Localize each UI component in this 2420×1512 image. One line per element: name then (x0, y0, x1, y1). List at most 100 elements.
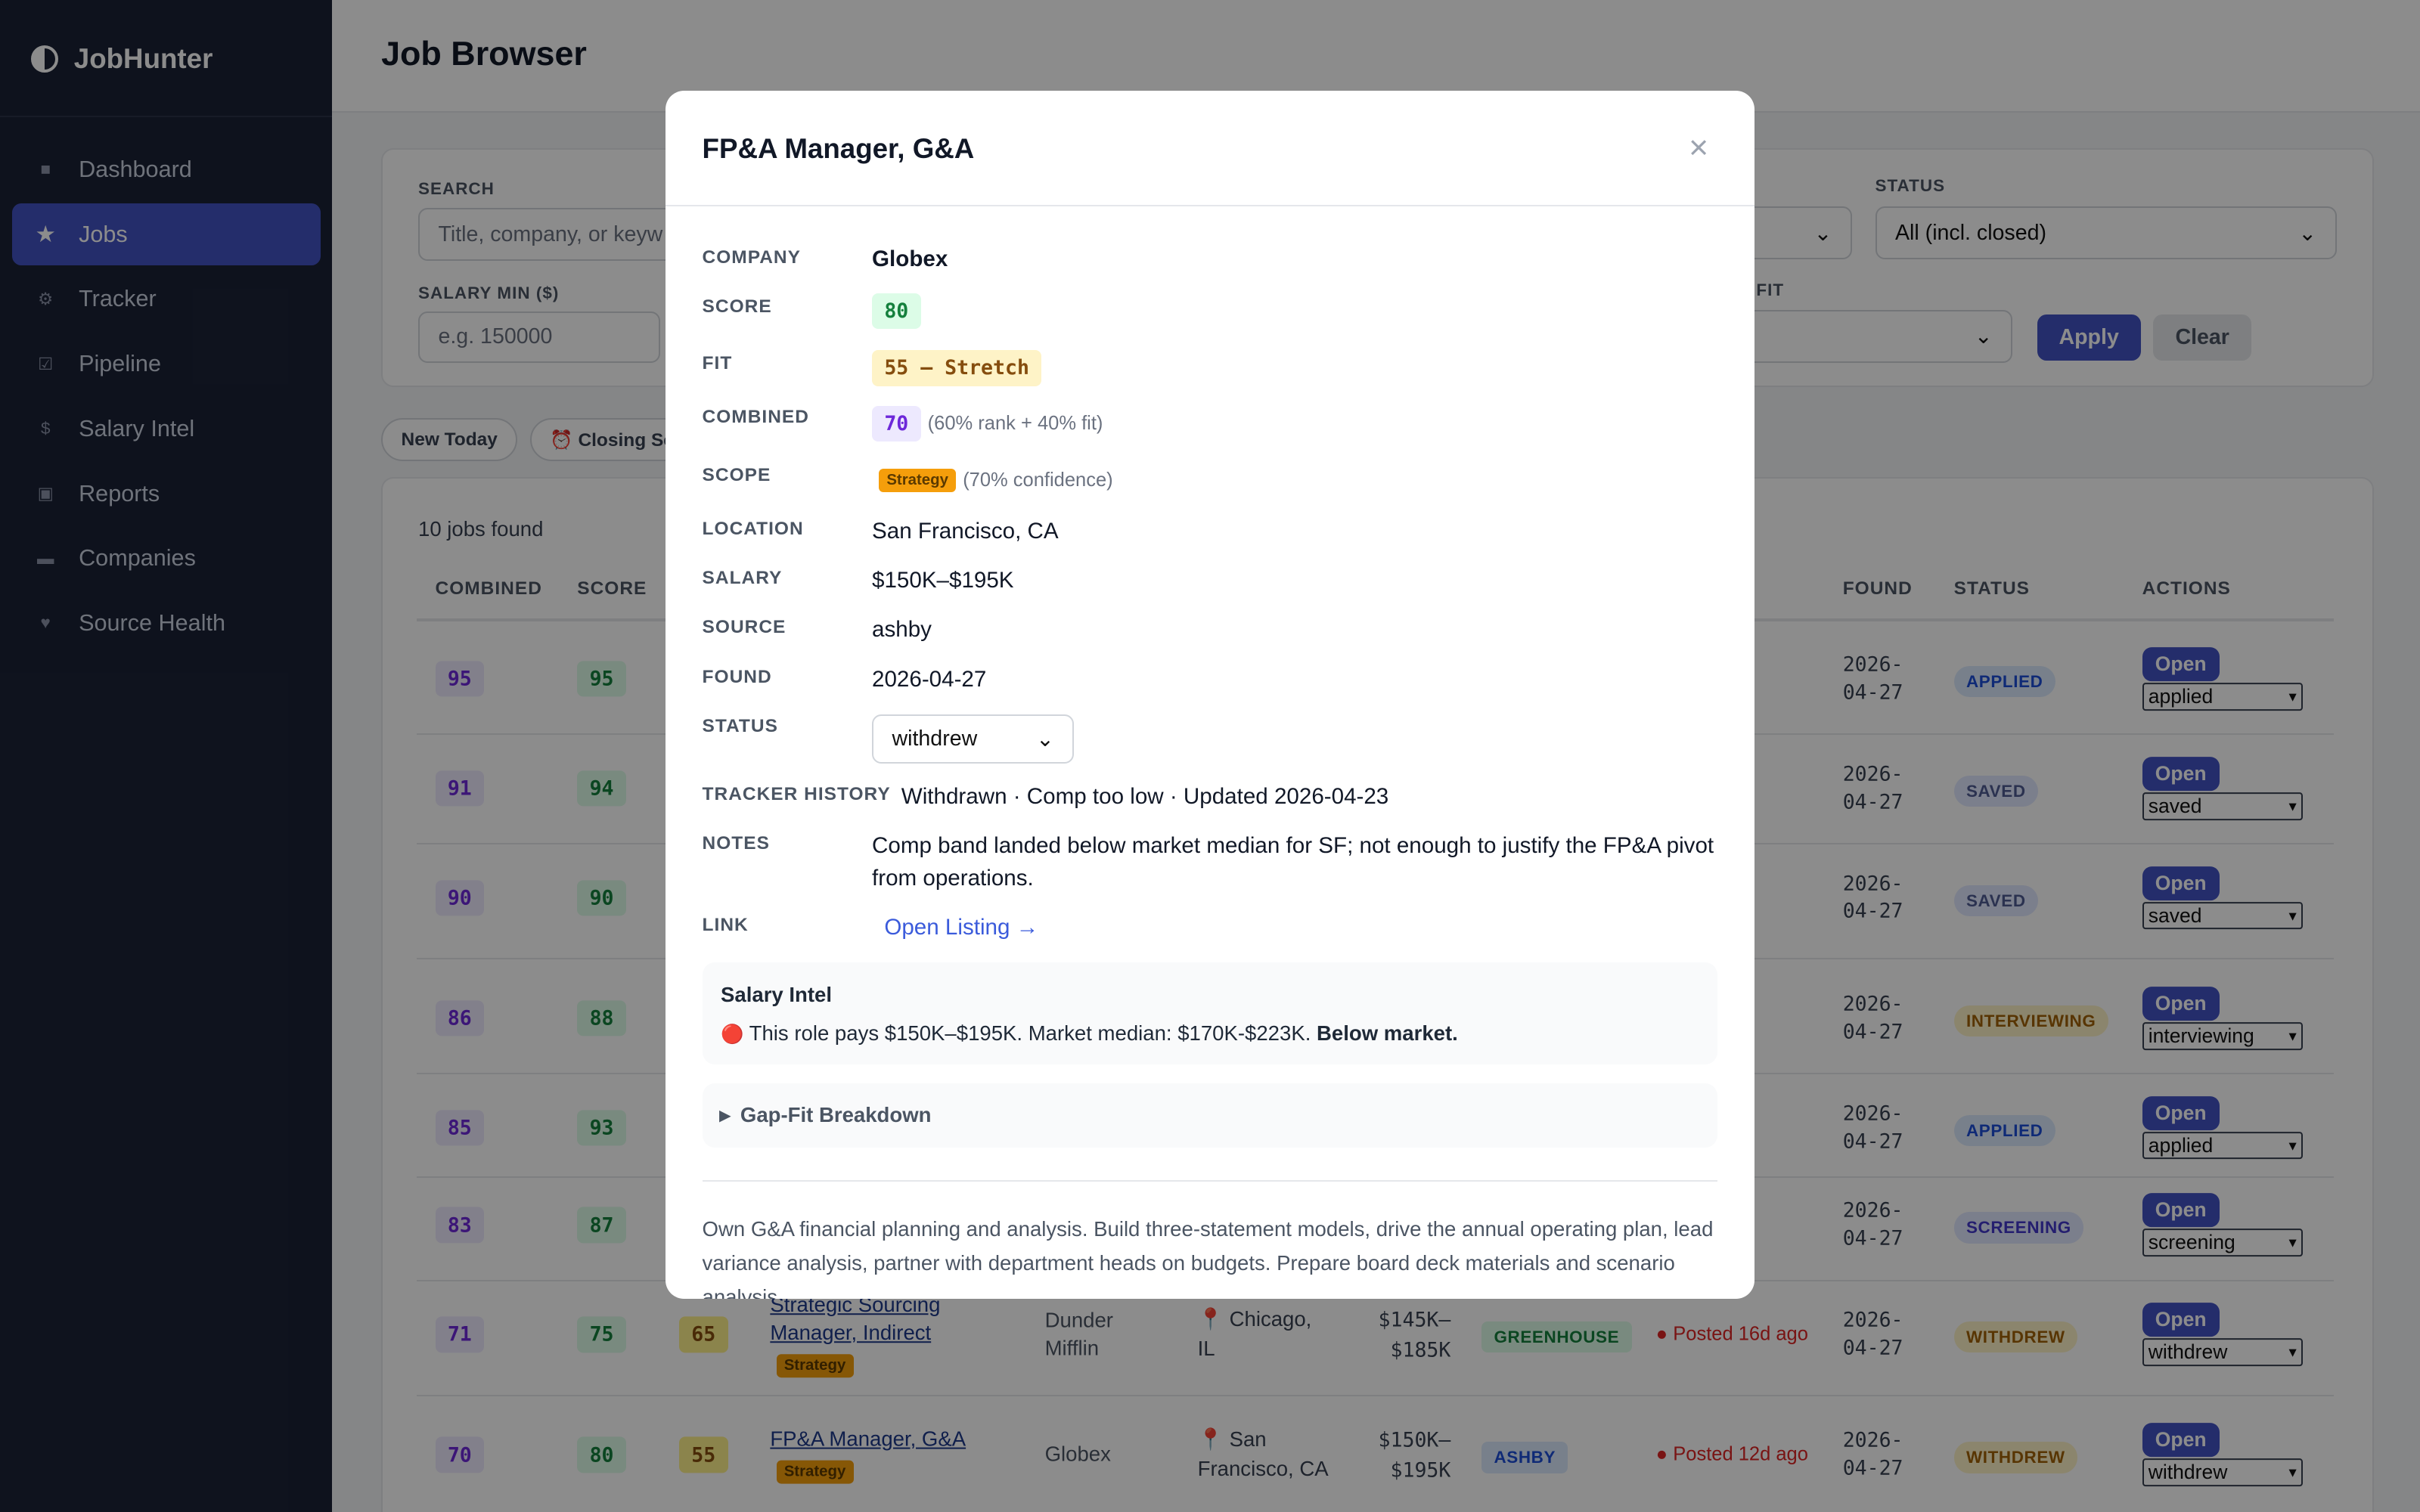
nav-item[interactable]: ☑ Pipeline (12, 333, 321, 395)
cell: SCREENING (1953, 1210, 2084, 1244)
cell: Open withdrew ▾ (2142, 1423, 2303, 1487)
nav-item[interactable]: $ Salary Intel (12, 398, 321, 460)
status-select[interactable]: saved ▾ (2142, 901, 2303, 930)
cell: Open saved ▾ (2142, 757, 2303, 820)
score-badge: 93 (577, 1110, 626, 1146)
cell: 75 (577, 1316, 626, 1352)
location: San Francisco, CA (872, 518, 1059, 544)
select-value: interviewing (2148, 1024, 2254, 1047)
gap-fit-toggle[interactable]: ▶ Gap-Fit Breakdown (702, 1083, 1718, 1148)
score-badge: 80 (872, 293, 921, 330)
open-button[interactable]: Open (2142, 1303, 2220, 1337)
status-select[interactable]: screening ▾ (2142, 1228, 2303, 1257)
combined-badge: 95 (435, 661, 485, 697)
source: ashby (872, 617, 932, 643)
open-button[interactable]: Open (2142, 987, 2220, 1021)
quick-filter-chip[interactable]: New Today (381, 418, 518, 462)
status-pill: APPLIED (1953, 1114, 2055, 1146)
nav-icon: ⚙ (38, 289, 54, 308)
field-label: SOURCE (702, 617, 786, 638)
score-badge: 88 (577, 1000, 626, 1036)
column-header: FOUND (1842, 578, 1913, 600)
combined-badge: 85 (435, 1110, 485, 1146)
score-badge: 80 (577, 1436, 626, 1473)
salary: $150K–$195K (872, 567, 1014, 593)
score-badge: 94 (577, 770, 626, 807)
cell: WITHDREW (1953, 1320, 2078, 1353)
cell: 95 (435, 661, 485, 697)
status-select[interactable]: withdrew ▾ (2142, 1338, 2303, 1367)
cell: 2026-04-27 (1843, 1198, 1914, 1253)
status-select[interactable]: saved ▾ (2142, 792, 2303, 820)
nav-label: Pipeline (79, 351, 161, 377)
clear-button[interactable]: Clear (2152, 314, 2252, 361)
location: San Francisco, CA (1197, 1427, 1329, 1481)
nav-item[interactable]: ▬ Companies (12, 528, 321, 590)
nav-label: Jobs (79, 221, 128, 247)
page-title: Job Browser (381, 33, 587, 73)
cell: ● Posted 16d ago (1655, 1323, 1808, 1345)
nav-icon: ▣ (37, 484, 54, 503)
cell: 91 (435, 770, 485, 807)
job-title-link[interactable]: FP&A Manager, G&A (770, 1427, 966, 1452)
cell: 2026-04-27 (1843, 1100, 1914, 1155)
status-select[interactable]: interviewing ▾ (2142, 1022, 2303, 1050)
cell: Open interviewing ▾ (2142, 987, 2303, 1050)
listing-link[interactable]: Open Listing → (884, 915, 1039, 940)
field-label: SCOPE (702, 465, 771, 486)
field-label: FOUND (702, 666, 772, 687)
open-button[interactable]: Open (2142, 1193, 2220, 1228)
cell: 90 (577, 880, 626, 916)
status-select[interactable]: withdrew ▾ (2142, 1458, 2303, 1487)
open-button[interactable]: Open (2142, 757, 2220, 791)
nav-icon: $ (40, 419, 51, 438)
select-value: withdrew (2148, 1461, 2228, 1484)
nav-item[interactable]: ▣ Reports (12, 463, 321, 525)
label: STATUS (1875, 175, 1946, 195)
close-button[interactable]: × (1688, 128, 1709, 167)
cell: APPLIED (1953, 665, 2055, 698)
row-divider (417, 1394, 2334, 1396)
cell: Open screening ▾ (2142, 1193, 2303, 1257)
open-button[interactable]: Open (2142, 647, 2220, 681)
status-pill: INTERVIEWING (1953, 1005, 2108, 1037)
nav-label: Source Health (79, 609, 226, 636)
nav-item[interactable]: ♥ Source Health (12, 593, 321, 655)
salary-intel-text: This role pays $150K–$195K. Market media… (749, 1021, 1311, 1045)
open-button[interactable]: Open (2142, 1095, 2220, 1130)
salary-input[interactable]: e.g. 150000 (418, 311, 661, 363)
score-badge: 87 (577, 1207, 626, 1244)
salary: $145K–$185K (1378, 1308, 1451, 1362)
field-label: SCORE (702, 296, 772, 317)
field-label: FIT (702, 353, 733, 374)
status-pill: SAVED (1953, 885, 2038, 916)
cell: $145K–$185K (1364, 1305, 1451, 1365)
apply-button[interactable]: Apply (2037, 314, 2141, 361)
cell: 80 (577, 1436, 626, 1473)
open-button[interactable]: Open (2142, 1423, 2220, 1458)
field-label: COMPANY (702, 246, 801, 268)
nav-item[interactable]: ■ Dashboard (12, 139, 321, 201)
combined-badge: 71 (435, 1316, 485, 1352)
status-select[interactable]: applied ▾ (2142, 1131, 2303, 1160)
status-select[interactable]: All (incl. closed) ⌄ (1875, 206, 2337, 259)
status-select[interactable]: applied ▾ (2142, 683, 2303, 711)
source-pill: GREENHOUSE (1481, 1321, 1632, 1353)
cell: 94 (577, 770, 626, 807)
column-header: STATUS (1953, 578, 2031, 600)
found-date: 2026-04-27 (1842, 762, 1903, 813)
modal-title: FP&A Manager, G&A (702, 132, 975, 164)
cell: APPLIED (1953, 1114, 2055, 1146)
field-label: LOCATION (702, 518, 804, 539)
status-select[interactable]: withdrew ⌄ (872, 714, 1075, 764)
field-label: SALARY (702, 568, 783, 588)
open-button[interactable]: Open (2142, 866, 2220, 900)
nav-item[interactable]: ⚙ Tracker (12, 268, 321, 330)
select-value: screening (2148, 1231, 2235, 1254)
nav-label: Reports (79, 480, 160, 507)
nav-item[interactable]: ★ Jobs (12, 203, 321, 265)
notes: Comp band landed below market median for… (872, 832, 1714, 891)
job-modal: FP&A Manager, G&A × COMPANY Globex SCORE 8… (665, 91, 1755, 1300)
